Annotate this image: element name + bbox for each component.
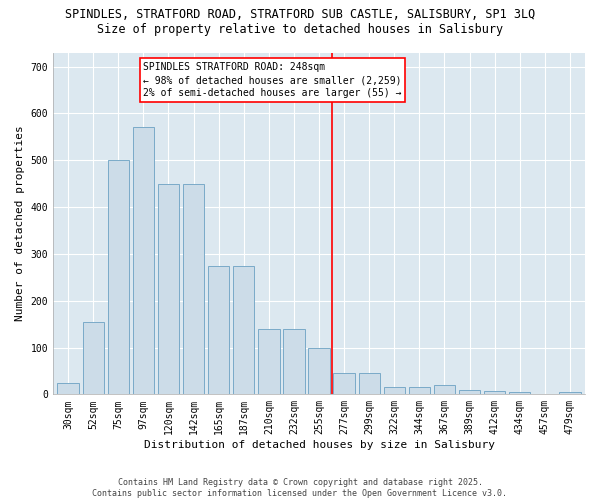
Bar (409, 388, 430, 394)
Bar (233, 266, 254, 394)
Text: Contains HM Land Registry data © Crown copyright and database right 2025.
Contai: Contains HM Land Registry data © Crown c… (92, 478, 508, 498)
Bar (183, 184, 204, 394)
Bar (158, 184, 179, 394)
Bar (359, 374, 380, 394)
Bar (559, 392, 581, 394)
Bar (484, 390, 505, 394)
Bar (258, 329, 280, 394)
Bar (83, 322, 104, 394)
Bar (434, 385, 455, 394)
Bar (383, 388, 405, 394)
Bar (509, 392, 530, 394)
Y-axis label: Number of detached properties: Number of detached properties (15, 126, 25, 322)
Bar (133, 128, 154, 394)
Text: SPINDLES STRATFORD ROAD: 248sqm
← 98% of detached houses are smaller (2,259)
2% : SPINDLES STRATFORD ROAD: 248sqm ← 98% of… (143, 62, 402, 98)
X-axis label: Distribution of detached houses by size in Salisbury: Distribution of detached houses by size … (143, 440, 494, 450)
Bar (107, 160, 129, 394)
Text: Size of property relative to detached houses in Salisbury: Size of property relative to detached ho… (97, 22, 503, 36)
Bar (283, 329, 305, 394)
Bar (459, 390, 480, 394)
Text: SPINDLES, STRATFORD ROAD, STRATFORD SUB CASTLE, SALISBURY, SP1 3LQ: SPINDLES, STRATFORD ROAD, STRATFORD SUB … (65, 8, 535, 20)
Bar (308, 348, 329, 395)
Bar (208, 266, 229, 394)
Bar (334, 374, 355, 394)
Bar (58, 382, 79, 394)
